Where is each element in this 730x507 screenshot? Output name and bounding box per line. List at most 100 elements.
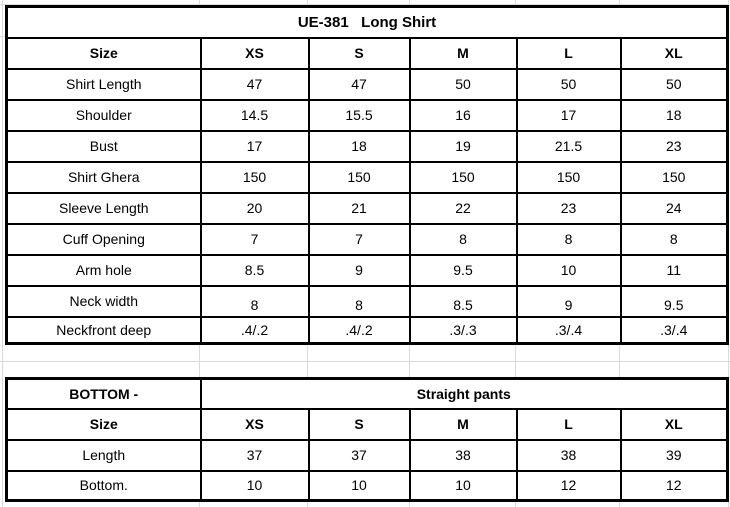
measurement-value: 150 (619, 160, 729, 194)
table-row: Neck width 8 8 8.5 9 9.5 (5, 284, 729, 318)
measurement-value: 21.5 (515, 129, 622, 163)
measurement-value: 8 (307, 284, 411, 318)
measurement-value: 12 (619, 469, 729, 502)
measurement-value: 8 (515, 222, 622, 256)
measurement-value: 19 (408, 129, 518, 163)
measurement-label: Shirt Length (5, 67, 202, 101)
measurement-label: Neck width (5, 284, 202, 318)
measurement-value: .3/.4 (515, 315, 622, 345)
measurement-value: 8 (619, 222, 729, 256)
measurement-value: .3/.4 (619, 315, 729, 345)
table-row: Shirt Length 47 47 50 50 50 (5, 67, 729, 101)
size-header-s: S (307, 407, 411, 441)
measurement-value: 150 (199, 160, 310, 194)
pants-table-title: Straight pants (199, 377, 729, 410)
table-row: BOTTOM - Straight pants (5, 377, 729, 410)
table-row: UE-381 Long Shirt (5, 5, 729, 39)
measurement-value: 8 (199, 284, 310, 318)
measurement-value: 10 (199, 469, 310, 502)
measurement-label: Shoulder (5, 98, 202, 132)
measurement-value: 10 (408, 469, 518, 502)
measurement-value: 150 (307, 160, 411, 194)
table-row: Shirt Ghera 150 150 150 150 150 (5, 160, 729, 194)
measurement-value: 17 (199, 129, 310, 163)
measurement-value: 9 (515, 284, 622, 318)
pants-size-table: BOTTOM - Straight pants Size XS S M L XL… (5, 377, 729, 502)
table-row: Bust 17 18 19 21.5 23 (5, 129, 729, 163)
measurement-value: 47 (307, 67, 411, 101)
measurement-value: 150 (515, 160, 622, 194)
measurement-value: .4/.2 (199, 315, 310, 345)
size-header-m: M (408, 36, 518, 70)
measurement-value: 8 (408, 222, 518, 256)
measurement-value: 50 (515, 67, 622, 101)
size-header-m: M (408, 407, 518, 441)
size-header-xl: XL (619, 36, 729, 70)
shirt-table-title: UE-381 Long Shirt (5, 5, 729, 39)
measurement-value: 37 (199, 438, 310, 472)
measurement-label: Shirt Ghera (5, 160, 202, 194)
measurement-value: 47 (199, 67, 310, 101)
measurement-value: 50 (408, 67, 518, 101)
measurement-value: 23 (619, 129, 729, 163)
size-header-l: L (515, 36, 622, 70)
measurement-label: Arm hole (5, 253, 202, 287)
measurement-value: 24 (619, 191, 729, 225)
table-row: Cuff Opening 7 7 8 8 8 (5, 222, 729, 256)
measurement-value: 12 (515, 469, 622, 502)
measurement-value: 10 (515, 253, 622, 287)
measurement-label: Sleeve Length (5, 191, 202, 225)
table-row: Size XS S M L XL (5, 407, 729, 441)
measurement-value: 21 (307, 191, 411, 225)
measurement-value: 8.5 (408, 284, 518, 318)
measurement-value: 15.5 (307, 98, 411, 132)
measurement-value: 11 (619, 253, 729, 287)
excel-gridline-vertical (2, 0, 3, 507)
measurement-value: 18 (619, 98, 729, 132)
measurement-label: Neckfront deep (5, 315, 202, 345)
excel-gridline-horizontal (0, 4, 730, 5)
table-row: Sleeve Length 20 21 22 23 24 (5, 191, 729, 225)
table-row: Bottom. 10 10 10 12 12 (5, 469, 729, 502)
measurement-label: Bust (5, 129, 202, 163)
measurement-value: 7 (199, 222, 310, 256)
measurement-label: Bottom. (5, 469, 202, 502)
size-header-l: L (515, 407, 622, 441)
measurement-value: 8.5 (199, 253, 310, 287)
size-header-xs: XS (199, 407, 310, 441)
measurement-value: 150 (408, 160, 518, 194)
measurement-value: 9.5 (619, 284, 729, 318)
measurement-value: 7 (307, 222, 411, 256)
measurement-label: Cuff Opening (5, 222, 202, 256)
measurement-value: 9.5 (408, 253, 518, 287)
table-row: Neckfront deep .4/.2 .4/.2 .3/.3 .3/.4 .… (5, 315, 729, 345)
measurement-value: 16 (408, 98, 518, 132)
table-row: Arm hole 8.5 9 9.5 10 11 (5, 253, 729, 287)
bottom-category-label: BOTTOM - (5, 377, 202, 410)
measurement-value: 18 (307, 129, 411, 163)
table-row: Length 37 37 38 38 39 (5, 438, 729, 472)
measurement-value: 9 (307, 253, 411, 287)
shirt-size-table: UE-381 Long Shirt Size XS S M L XL Shirt… (5, 5, 729, 345)
measurement-value: 23 (515, 191, 622, 225)
measurement-label: Length (5, 438, 202, 472)
measurement-value: 22 (408, 191, 518, 225)
table-row: Shoulder 14.5 15.5 16 17 18 (5, 98, 729, 132)
measurement-value: .3/.3 (408, 315, 518, 345)
size-header-xs: XS (199, 36, 310, 70)
size-header-s: S (307, 36, 411, 70)
measurement-value: 50 (619, 67, 729, 101)
measurement-value: 38 (515, 438, 622, 472)
size-header-xl: XL (619, 407, 729, 441)
measurement-value: 37 (307, 438, 411, 472)
measurement-value: 17 (515, 98, 622, 132)
measurement-value: 14.5 (199, 98, 310, 132)
measurement-value: 20 (199, 191, 310, 225)
measurement-value: .4/.2 (307, 315, 411, 345)
size-header-label: Size (5, 407, 202, 441)
excel-gridline-horizontal (0, 361, 730, 362)
measurement-value: 10 (307, 469, 411, 502)
measurement-value: 38 (408, 438, 518, 472)
size-header-label: Size (5, 36, 202, 70)
